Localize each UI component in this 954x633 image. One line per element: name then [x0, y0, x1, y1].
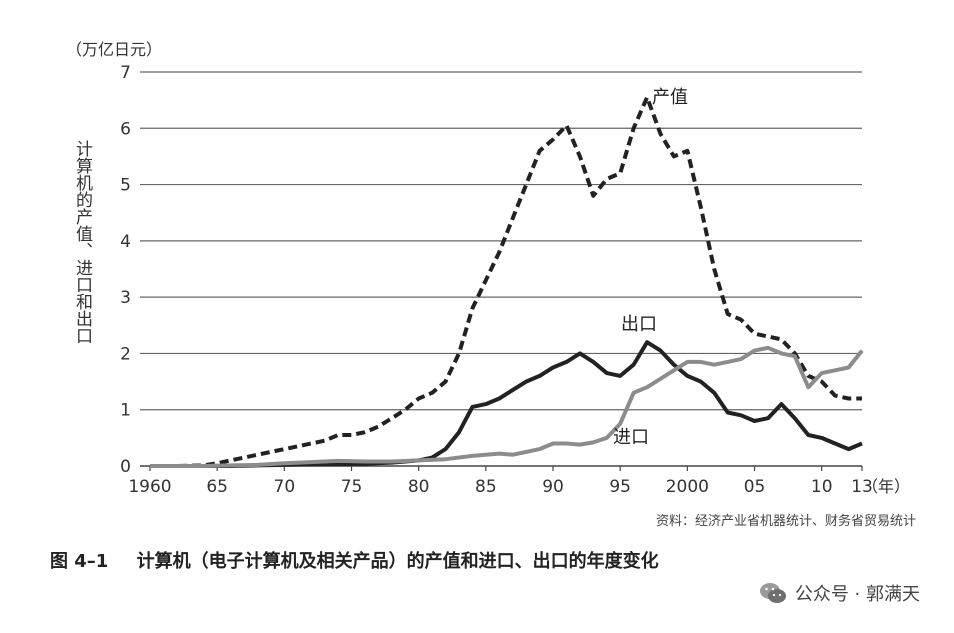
- y-unit-label: （万亿日元）: [66, 40, 163, 59]
- figure-caption: 图 4–1 计算机（电子计算机及相关产品）的产值和进口、出口的年度变化: [50, 547, 659, 573]
- y-tick-label: 3: [120, 288, 131, 308]
- figure-title: 计算机（电子计算机及相关产品）的产值和进口、出口的年度变化: [136, 551, 659, 572]
- x-tick-label: 90: [542, 477, 564, 497]
- series-line-出口: [150, 340, 863, 468]
- y-tick-label: 6: [120, 119, 131, 139]
- x-tick-label: 80: [408, 477, 430, 497]
- watermark: 公众号 · 郭满天: [759, 580, 920, 606]
- ticks: 0 1 2 3 4 5 6 7 1960 65 70 75 80 85 90 95 2000 05 10 13（年）: [120, 63, 910, 497]
- x-tick-label: 13: [851, 477, 873, 497]
- x-tick-label: 65: [206, 477, 228, 497]
- y-tick-label: 2: [120, 344, 131, 364]
- x-tick-label: 95: [609, 477, 631, 497]
- series-annotation: 产值: [652, 87, 688, 108]
- y-tick-label: 1: [120, 401, 131, 421]
- y-tick-label: 5: [120, 176, 131, 196]
- grid: [140, 71, 862, 467]
- x-tick-label: 10: [811, 477, 833, 497]
- x-tick-label: 70: [274, 477, 296, 497]
- x-tick-label: 85: [475, 477, 497, 497]
- source-note: 资料：经济产业省机器统计、财务省贸易统计: [655, 514, 916, 529]
- y-tick-label: 0: [120, 457, 131, 477]
- series-annotation: 出口: [621, 314, 657, 335]
- series-annotation: 进口: [613, 427, 649, 448]
- series: [150, 95, 864, 468]
- series-line-进口: [150, 345, 864, 468]
- wechat-icon: [759, 583, 786, 603]
- x-tick-label: 2000: [666, 477, 709, 497]
- x-unit-label: （年）: [862, 477, 910, 496]
- y-tick-label: 4: [120, 232, 131, 252]
- x-tick-label: 1960: [128, 477, 171, 497]
- figure-number: 图 4–1: [50, 551, 109, 572]
- x-tick-label: 05: [744, 477, 766, 497]
- x-tick-label: 75: [341, 477, 363, 497]
- series-line-产值: [150, 95, 862, 468]
- y-tick-label: 7: [120, 63, 131, 83]
- y-axis-label: 计算机的产值、进口和出口: [72, 140, 92, 344]
- watermark-text: 公众号 · 郭满天: [794, 584, 920, 605]
